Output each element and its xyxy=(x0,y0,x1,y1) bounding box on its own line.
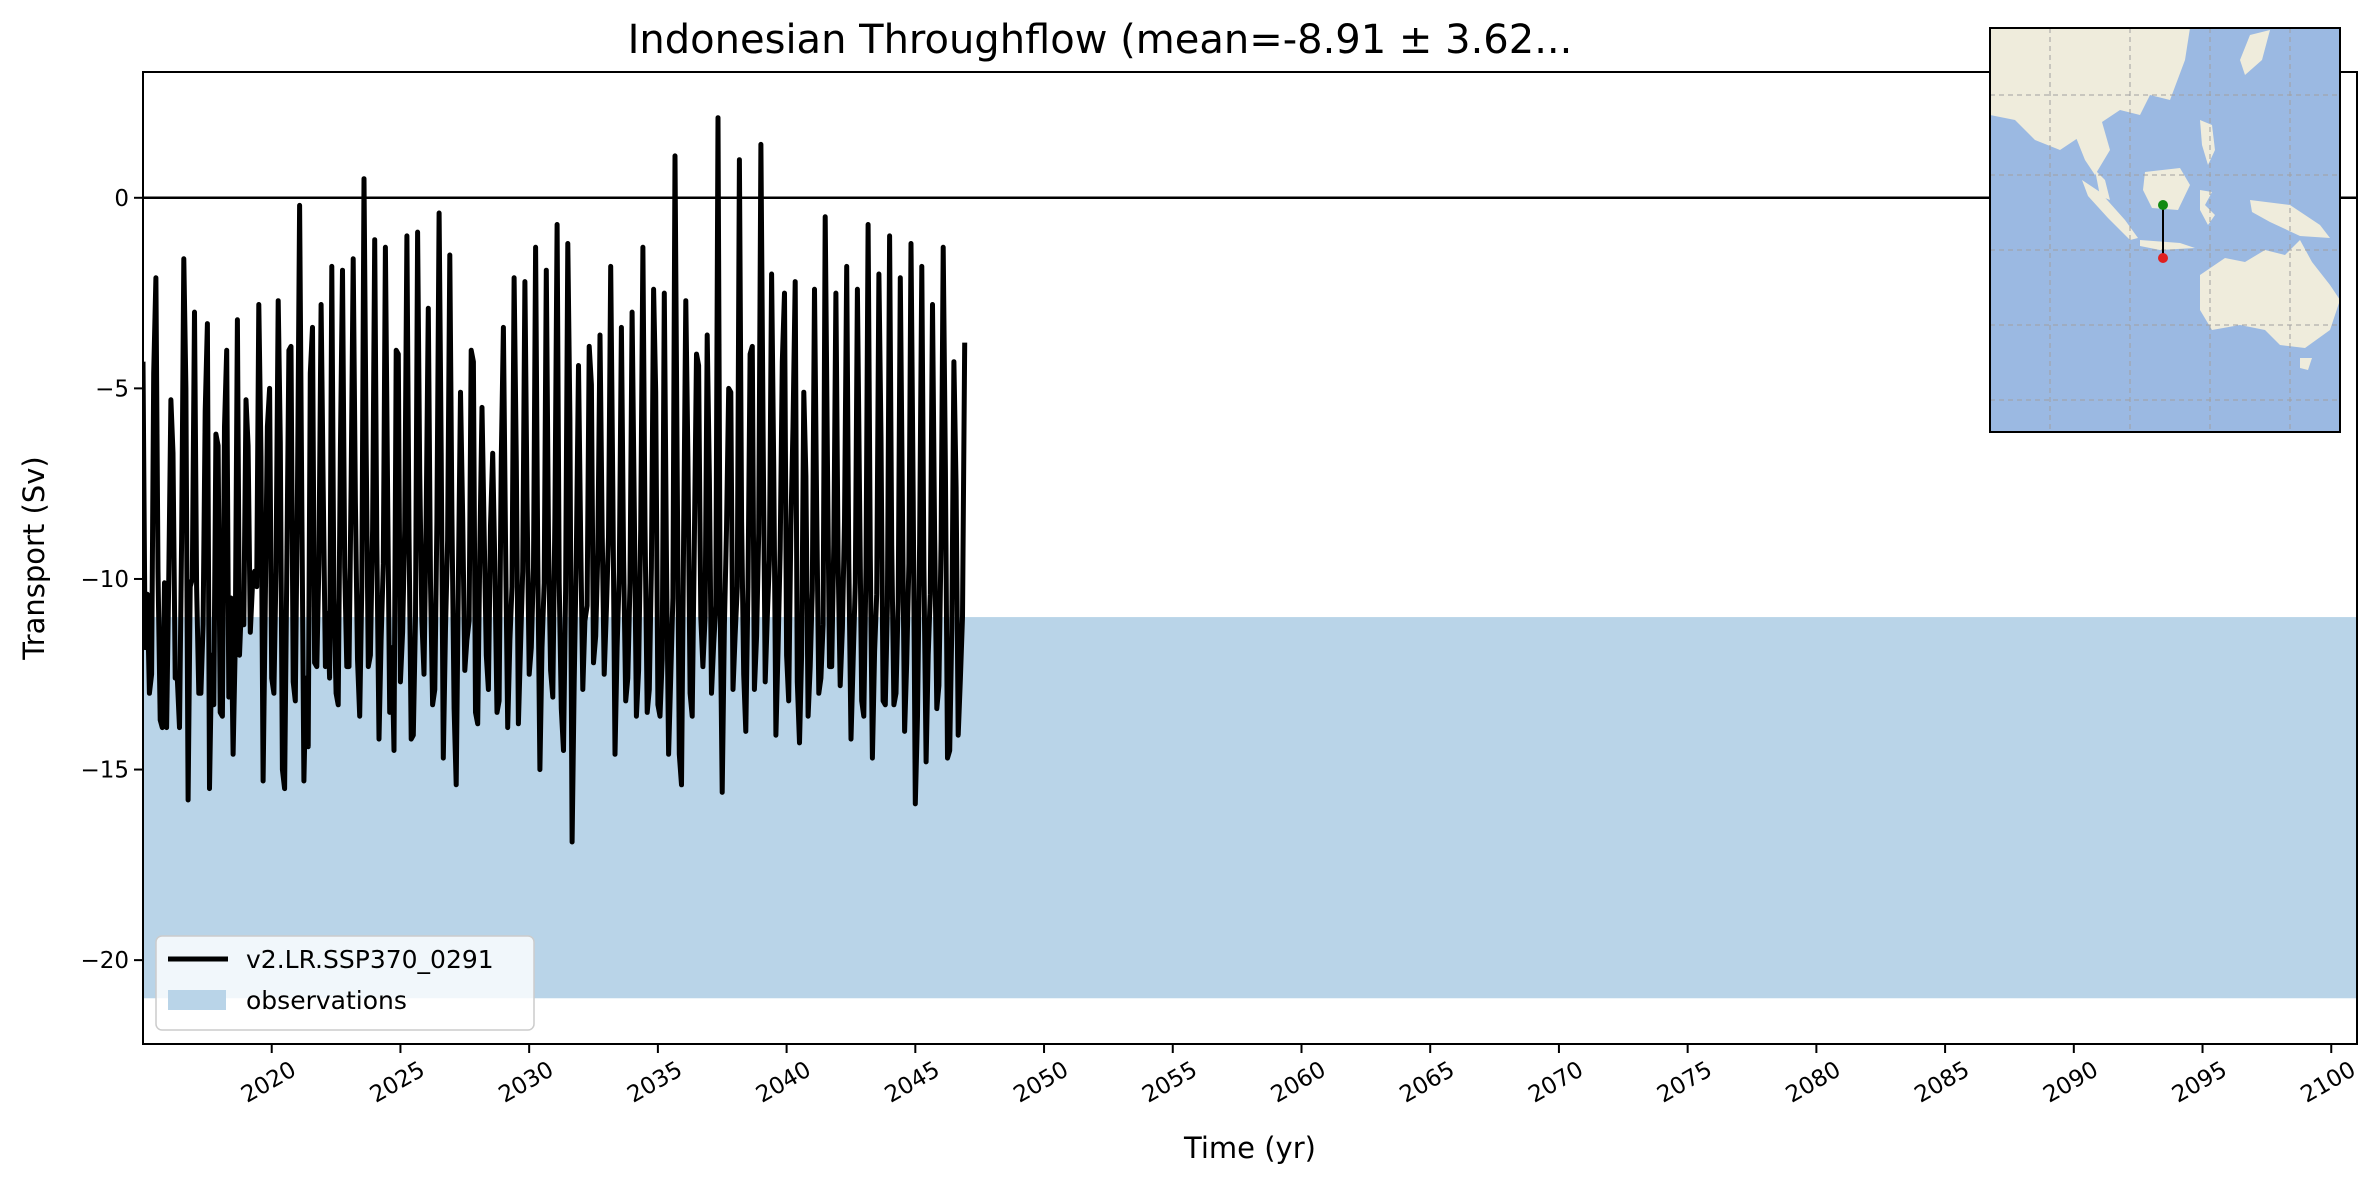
legend: v2.LR.SSP370_0291 observations xyxy=(155,935,535,1031)
inset-map-frame xyxy=(1989,27,2341,433)
legend-entry-observations: observations xyxy=(246,986,407,1015)
y-axis-label: Transport (Sv) xyxy=(17,456,51,661)
y-tick-label: 0 xyxy=(114,186,129,212)
chart-title: Indonesian Throughflow (mean=-8.91 ± 3.6… xyxy=(628,17,1573,63)
map-land-malay xyxy=(2095,170,2110,200)
map-land-japan xyxy=(2240,30,2270,75)
map-section-end-marker xyxy=(2158,253,2168,263)
y-tick-label: −10 xyxy=(80,567,129,593)
y-tick-label: −20 xyxy=(80,948,129,974)
y-tick-label: −5 xyxy=(95,376,129,402)
y-axis: 0 −5 −10 −15 −20 xyxy=(80,186,143,974)
map-land-java xyxy=(2140,240,2195,250)
map-land-australia xyxy=(2200,240,2340,348)
map-land-sumatra xyxy=(2082,180,2138,240)
map-land-philippines xyxy=(2200,120,2215,165)
inset-map xyxy=(1989,27,2341,433)
axes-frame xyxy=(142,71,2358,1045)
map-land-tasmania xyxy=(2300,358,2312,370)
legend-box xyxy=(155,935,535,1031)
map-gridlines xyxy=(1990,28,2340,432)
series-line-v2-LR-SSP370-0291 xyxy=(143,115,968,845)
map-land-asia xyxy=(1990,28,2190,150)
map-land-indochina xyxy=(2075,110,2110,175)
y-tick-label: −15 xyxy=(80,758,129,784)
legend-band-swatch xyxy=(168,990,226,1010)
map-land-sulawesi xyxy=(2200,190,2215,225)
map-land-borneo xyxy=(2143,168,2190,210)
plot-area xyxy=(143,115,2357,999)
legend-entry-series: v2.LR.SSP370_0291 xyxy=(246,945,494,974)
map-section-start-marker xyxy=(2158,200,2168,210)
x-axis-label: Time (yr) xyxy=(1183,1131,1316,1165)
observations-band xyxy=(143,617,2357,999)
